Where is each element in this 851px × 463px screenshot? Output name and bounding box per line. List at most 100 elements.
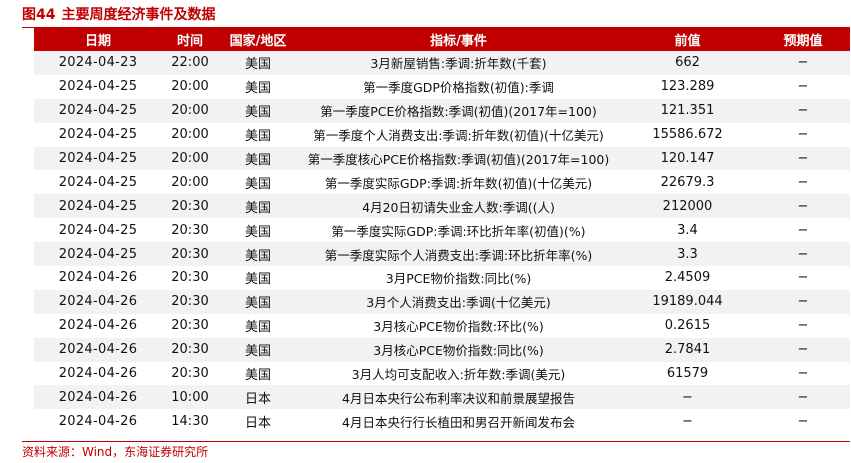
- time-cell: 20:30: [162, 266, 218, 290]
- time-cell: 22:00: [162, 51, 218, 75]
- date-cell: 2024-04-26: [34, 337, 162, 362]
- indicator-cell: 3月新屋销售:季调:折年数(千套): [298, 51, 619, 75]
- country-cell: 美国: [218, 74, 298, 99]
- expected-value-cell: −: [756, 385, 850, 410]
- previous-value-cell: 3.3: [619, 242, 756, 267]
- header-expected: 预期值: [756, 28, 850, 51]
- header-country: 国家/地区: [218, 28, 298, 51]
- previous-value-cell: 662: [619, 51, 756, 75]
- table-row: 2024-04-25 20:30 美国 4月20日初请失业金人数:季调((人) 2120…: [34, 194, 850, 219]
- country-cell: 美国: [218, 122, 298, 147]
- indicator-cell: 第一季度PCE价格指数:季调(初值)(2017年=100): [298, 98, 619, 123]
- previous-value-cell: −: [619, 409, 756, 434]
- previous-value-cell: 15586.672: [619, 122, 756, 147]
- table-row: 2024-04-25 20:30 美国 第一季度实际个人消费支出:季调:环比折年率(%…: [34, 242, 850, 267]
- figure-title: 图44 主要周度经济事件及数据: [22, 3, 215, 27]
- date-cell: 2024-04-26: [34, 289, 162, 314]
- table-row: 2024-04-26 20:30 美国 3月PCE物价指数:同比(%) 2.4509−: [34, 266, 850, 290]
- table-row: 2024-04-23 22:00 美国 3月新屋销售:季调:折年数(千套) 662−: [34, 51, 850, 75]
- date-cell: 2024-04-26: [34, 313, 162, 338]
- indicator-cell: 第一季度GDP价格指数(初值):季调: [298, 74, 619, 99]
- time-cell: 20:00: [162, 170, 218, 195]
- previous-value-cell: −: [619, 385, 756, 410]
- time-cell: 20:30: [162, 361, 218, 386]
- date-cell: 2024-04-26: [34, 266, 162, 290]
- expected-value-cell: −: [756, 361, 850, 386]
- header-indicator: 指标/事件: [298, 28, 619, 51]
- indicator-cell: 4月日本央行行长植田和男召开新闻发布会: [298, 409, 619, 434]
- previous-value-cell: 22679.3: [619, 170, 756, 195]
- previous-value-cell: 3.4: [619, 218, 756, 243]
- date-cell: 2024-04-26: [34, 385, 162, 410]
- previous-value-cell: 2.4509: [619, 266, 756, 290]
- time-cell: 20:30: [162, 194, 218, 219]
- table-row: 2024-04-25 20:00 美国 第一季度GDP价格指数(初值):季调 123.2…: [34, 74, 850, 99]
- table-row: 2024-04-26 14:30 日本 4月日本央行行长植田和男召开新闻发布会 − −: [34, 409, 850, 434]
- time-cell: 20:30: [162, 218, 218, 243]
- date-cell: 2024-04-26: [34, 409, 162, 434]
- date-cell: 2024-04-25: [34, 218, 162, 243]
- expected-value-cell: −: [756, 242, 850, 267]
- table-body: 2024-04-23 22:00 美国 3月新屋销售:季调:折年数(千套) 662−20…: [34, 51, 850, 434]
- indicator-cell: 第一季度实际个人消费支出:季调:环比折年率(%): [298, 242, 619, 267]
- previous-value-cell: 120.147: [619, 146, 756, 171]
- time-cell: 20:00: [162, 98, 218, 123]
- indicator-cell: 第一季度实际GDP:季调:折年数(初值)(十亿美元): [298, 170, 619, 195]
- events-table: 日期 时间 国家/地区 指标/事件 前值 预期值 2024-04-23 22:00 美国 3月新…: [34, 28, 850, 434]
- date-cell: 2024-04-25: [34, 146, 162, 171]
- indicator-cell: 3月PCE物价指数:同比(%): [298, 266, 619, 290]
- date-cell: 2024-04-25: [34, 74, 162, 99]
- date-cell: 2024-04-23: [34, 51, 162, 75]
- header-previous: 前值: [619, 28, 756, 51]
- indicator-cell: 3月人均可支配收入:折年数:季调(美元): [298, 361, 619, 386]
- expected-value-cell: −: [756, 313, 850, 338]
- table-row: 2024-04-26 20:30 美国 3月个人消费支出:季调(十亿美元) 19189.…: [34, 289, 850, 314]
- time-cell: 20:30: [162, 242, 218, 267]
- previous-value-cell: 121.351: [619, 98, 756, 123]
- table-header-row: 日期 时间 国家/地区 指标/事件 前值 预期值: [34, 28, 850, 51]
- previous-value-cell: 19189.044: [619, 289, 756, 314]
- expected-value-cell: −: [756, 289, 850, 314]
- time-cell: 20:30: [162, 313, 218, 338]
- previous-value-cell: 123.289: [619, 74, 756, 99]
- table-row: 2024-04-25 20:30 美国 第一季度实际GDP:季调:环比折年率(初值)(…: [34, 218, 850, 243]
- indicator-cell: 第一季度实际GDP:季调:环比折年率(初值)(%): [298, 218, 619, 243]
- table-row: 2024-04-25 20:00 美国 第一季度个人消费支出:季调:折年数(初值)(十…: [34, 122, 850, 147]
- expected-value-cell: −: [756, 51, 850, 75]
- date-cell: 2024-04-25: [34, 98, 162, 123]
- country-cell: 美国: [218, 194, 298, 219]
- date-cell: 2024-04-26: [34, 361, 162, 386]
- time-cell: 20:00: [162, 146, 218, 171]
- table-row: 2024-04-26 20:30 美国 3月核心PCE物价指数:环比(%) 0.2615…: [34, 313, 850, 338]
- previous-value-cell: 61579: [619, 361, 756, 386]
- country-cell: 美国: [218, 51, 298, 75]
- country-cell: 美国: [218, 337, 298, 362]
- date-cell: 2024-04-25: [34, 194, 162, 219]
- country-cell: 美国: [218, 289, 298, 314]
- time-cell: 20:30: [162, 289, 218, 314]
- table-row: 2024-04-26 20:30 美国 3月核心PCE物价指数:同比(%) 2.7841…: [34, 337, 850, 362]
- header-date: 日期: [34, 28, 162, 51]
- expected-value-cell: −: [756, 194, 850, 219]
- time-cell: 20:00: [162, 74, 218, 99]
- time-cell: 14:30: [162, 409, 218, 434]
- country-cell: 美国: [218, 98, 298, 123]
- country-cell: 美国: [218, 170, 298, 195]
- expected-value-cell: −: [756, 146, 850, 171]
- expected-value-cell: −: [756, 122, 850, 147]
- indicator-cell: 第一季度个人消费支出:季调:折年数(初值)(十亿美元): [298, 122, 619, 147]
- country-cell: 日本: [218, 409, 298, 434]
- time-cell: 20:00: [162, 122, 218, 147]
- country-cell: 美国: [218, 361, 298, 386]
- expected-value-cell: −: [756, 266, 850, 290]
- date-cell: 2024-04-25: [34, 242, 162, 267]
- country-cell: 日本: [218, 385, 298, 410]
- source-note: 资料来源：Wind，东海证券研究所: [22, 445, 209, 459]
- expected-value-cell: −: [756, 74, 850, 99]
- date-cell: 2024-04-25: [34, 122, 162, 147]
- expected-value-cell: −: [756, 170, 850, 195]
- figure-label: 图44: [22, 7, 56, 23]
- table-row: 2024-04-26 10:00 日本 4月日本央行公布利率决议和前景展望报告 − −: [34, 385, 850, 410]
- previous-value-cell: 212000: [619, 194, 756, 219]
- indicator-cell: 4月日本央行公布利率决议和前景展望报告: [298, 385, 619, 410]
